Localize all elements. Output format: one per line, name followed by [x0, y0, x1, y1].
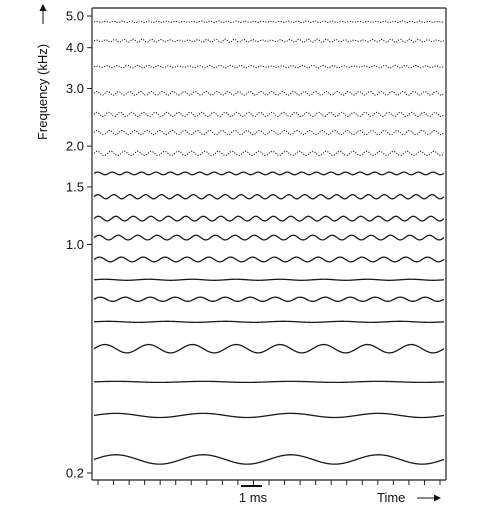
channel-trace	[93, 193, 445, 200]
channel-trace	[93, 129, 445, 136]
channel-trace	[93, 278, 445, 281]
y-tick-label: 4.0	[66, 40, 84, 55]
channel-trace	[93, 343, 445, 354]
scale-bar-label: 1 ms	[239, 490, 268, 505]
y-tick-label: 1.5	[66, 179, 84, 194]
y-tick-label: 3.0	[66, 81, 84, 96]
channel-trace	[93, 150, 445, 156]
x-axis-arrow	[417, 494, 441, 502]
channel-trace	[93, 171, 445, 176]
channel-trace	[93, 320, 445, 324]
plot-frame	[91, 7, 447, 481]
channel-traces	[93, 20, 445, 465]
channel-trace	[93, 256, 445, 263]
y-axis-ticks: 5.0 4.0 3.0 2.0 1.5 1.0 0.2	[66, 9, 92, 481]
y-axis-arrow	[39, 4, 47, 24]
channel-trace	[93, 64, 445, 69]
x-axis-label: Time	[377, 490, 405, 505]
y-tick-label: 2.0	[66, 139, 84, 154]
channel-trace	[93, 296, 445, 302]
channel-trace	[93, 111, 445, 117]
channel-trace	[93, 91, 445, 96]
channel-trace	[93, 412, 445, 419]
y-axis-label: Frequency (kHz)	[35, 44, 50, 140]
channel-trace	[93, 215, 445, 222]
channel-trace	[93, 234, 445, 241]
channel-trace	[93, 38, 445, 43]
y-tick-label: 0.2	[66, 466, 84, 481]
channel-trace	[93, 380, 445, 384]
scale-bar: 1 ms	[239, 485, 268, 505]
x-axis-ticks	[97, 480, 441, 485]
channel-trace	[93, 454, 445, 465]
y-tick-label: 1.0	[66, 237, 84, 252]
channel-trace	[93, 20, 445, 24]
y-tick-label: 5.0	[66, 9, 84, 24]
